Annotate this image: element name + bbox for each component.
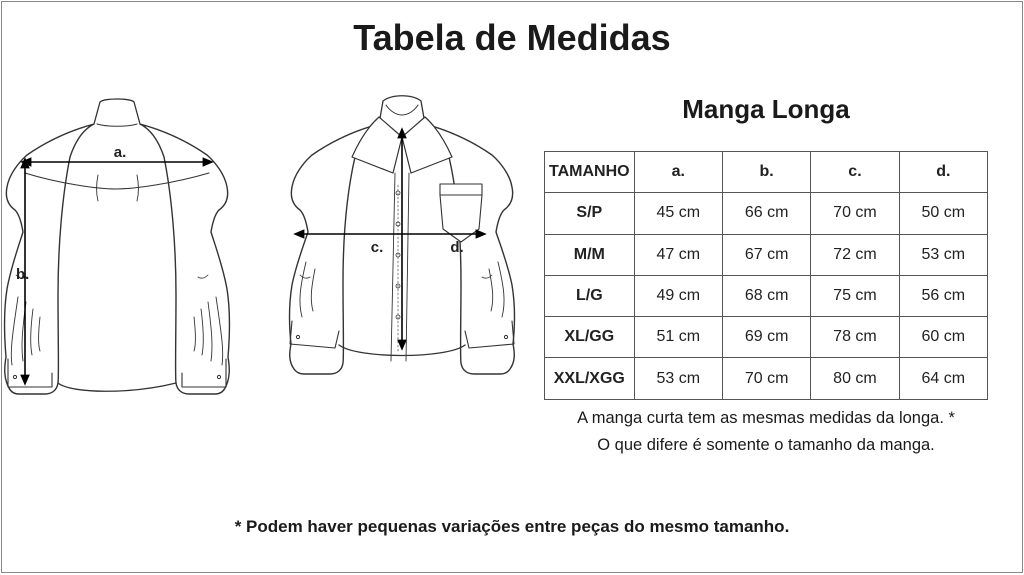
svg-text:c.: c. xyxy=(371,239,384,256)
svg-text:a.: a. xyxy=(114,144,127,161)
svg-text:d.: d. xyxy=(450,239,463,256)
svg-text:b.: b. xyxy=(16,266,29,283)
